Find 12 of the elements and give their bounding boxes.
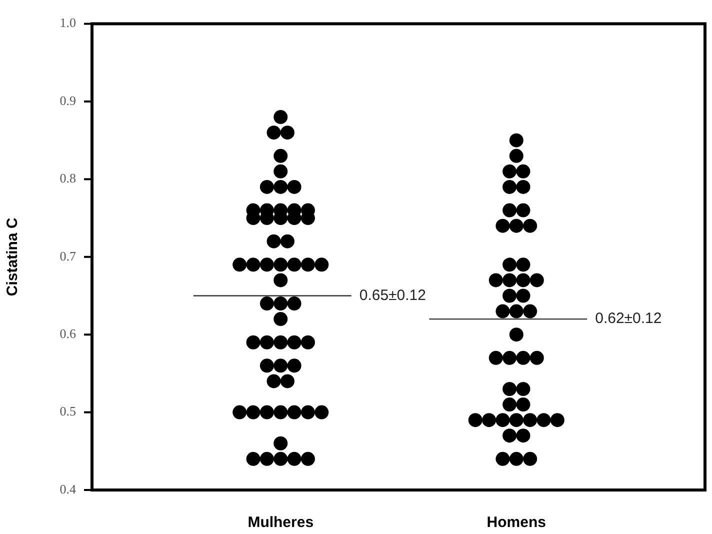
ref-line-label: 0.62±0.12	[595, 310, 662, 328]
y-tick-label: 0.8	[60, 170, 76, 186]
y-tick-label: 0.9	[60, 92, 76, 108]
y-tick-label: 0.6	[60, 326, 76, 342]
y-tick-label: 0.7	[60, 248, 76, 264]
y-axis-title: Cistatina C	[4, 218, 22, 296]
y-tick-label: 1.0	[60, 15, 76, 30]
y-tick-label: 0.4	[60, 481, 76, 496]
x-tick-label: Homens	[486, 514, 546, 532]
ref-line-label: 0.65±0.12	[359, 286, 426, 304]
x-tick-label: Mulheres	[248, 514, 314, 532]
y-tick-label: 0.5	[60, 404, 76, 419]
